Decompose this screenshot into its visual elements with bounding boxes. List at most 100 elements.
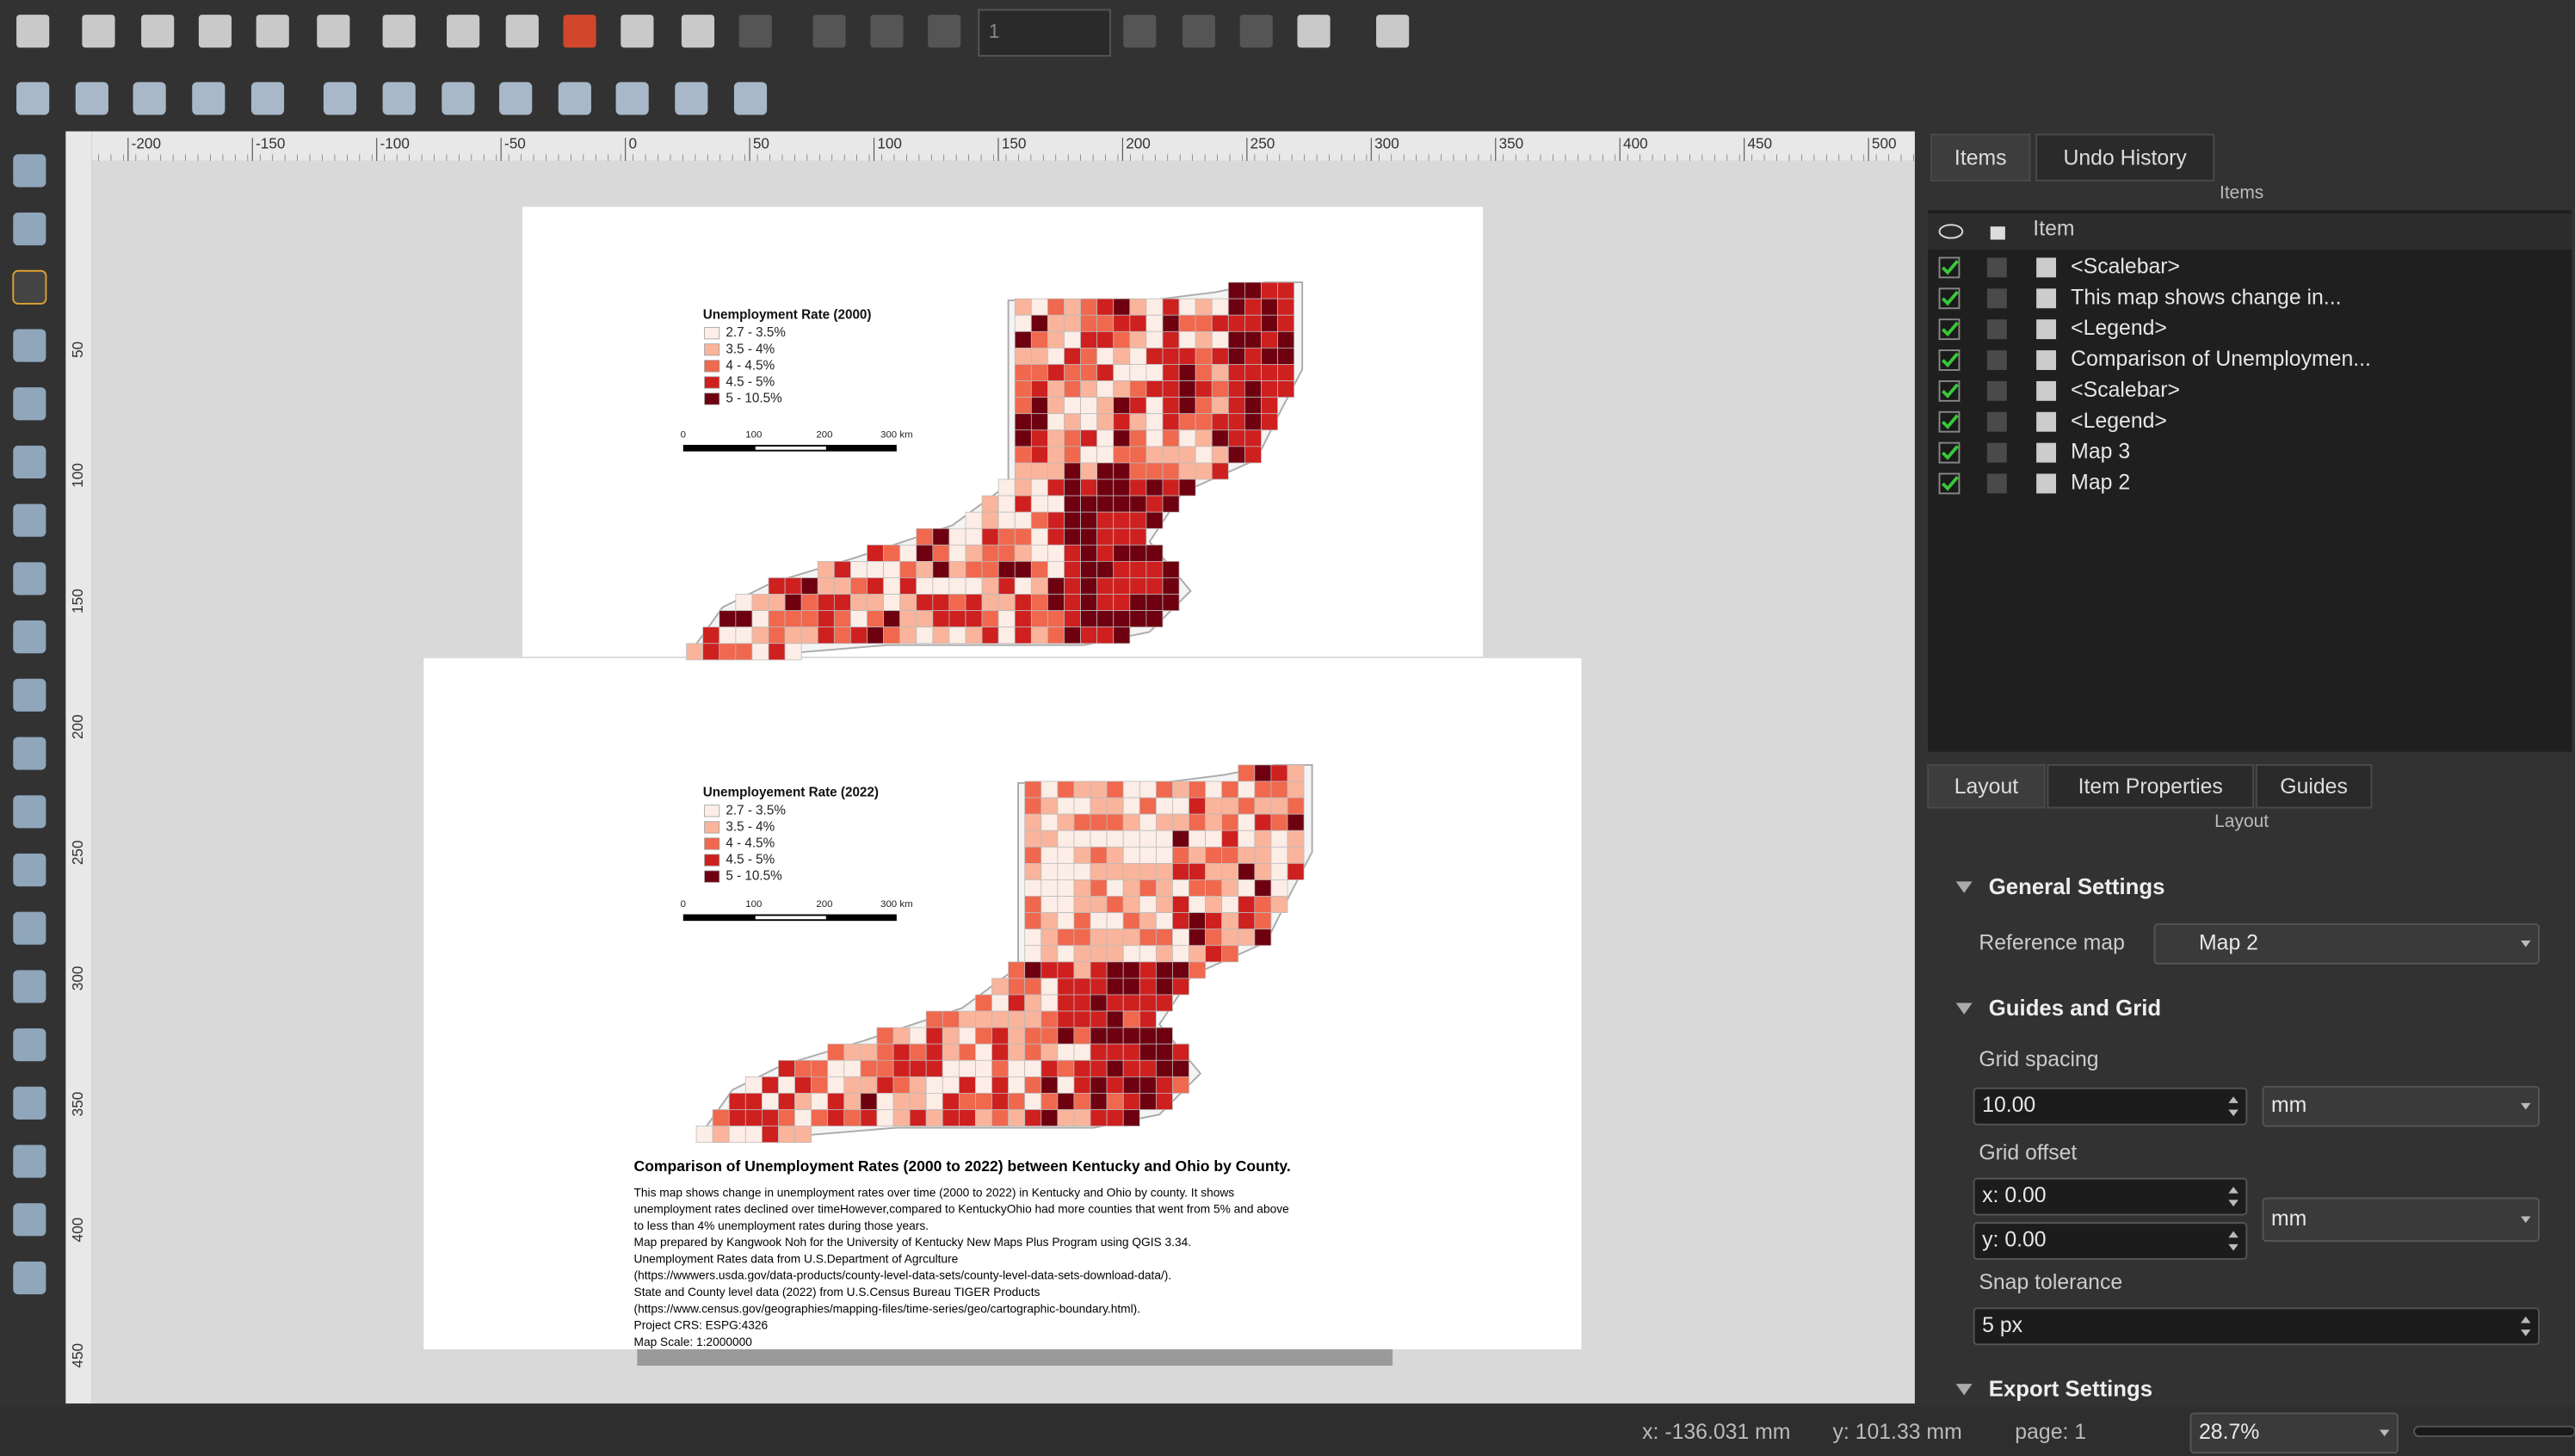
county — [1014, 594, 1032, 611]
tool-button[interactable] — [13, 503, 46, 537]
toolbar-button[interactable] — [1297, 15, 1331, 48]
panel-tab[interactable] — [2035, 133, 2215, 182]
panel-tab[interactable] — [2047, 763, 2254, 809]
toolbar-button[interactable] — [192, 82, 225, 115]
toolbar-button[interactable] — [499, 82, 533, 115]
county — [1030, 626, 1048, 645]
county — [958, 1043, 976, 1061]
collapse-arrow[interactable] — [1955, 1384, 1973, 1396]
tool-button[interactable] — [13, 795, 46, 829]
toolbar-button[interactable] — [16, 82, 50, 115]
panel-tab[interactable] — [2255, 763, 2373, 809]
county — [1030, 594, 1048, 611]
toolbar-button[interactable] — [558, 82, 591, 115]
toolbar-button[interactable] — [1239, 15, 1273, 48]
panel-tab[interactable] — [1927, 763, 2046, 809]
toolbar-button[interactable] — [250, 82, 285, 115]
unit-combo[interactable] — [2262, 1085, 2540, 1127]
county — [899, 561, 917, 578]
toolbar-button[interactable] — [615, 82, 649, 115]
item-lock-checkbox[interactable] — [1986, 257, 2007, 278]
toolbar-button[interactable] — [738, 15, 772, 48]
toolbar-button[interactable] — [133, 82, 166, 115]
toolbar-button[interactable] — [681, 15, 715, 48]
toolbar-button[interactable] — [733, 82, 768, 115]
tool-button[interactable] — [13, 853, 46, 887]
toolbar-button[interactable] — [16, 15, 50, 48]
toolbar-button[interactable] — [447, 15, 480, 48]
collapse-arrow[interactable] — [1955, 1003, 1973, 1015]
tool-button[interactable] — [13, 1086, 46, 1120]
unit-combo[interactable] — [2262, 1197, 2540, 1243]
check-mark — [1942, 476, 1959, 491]
tool-button[interactable] — [13, 154, 46, 188]
toolbar-button[interactable] — [323, 82, 357, 115]
toolbar-button[interactable] — [317, 15, 350, 48]
toolbar-button[interactable] — [442, 82, 475, 115]
tool-button[interactable] — [13, 1203, 46, 1237]
toolbar-button[interactable] — [505, 15, 539, 48]
county — [1057, 862, 1075, 880]
grid-spacing-input[interactable] — [1973, 1087, 2248, 1126]
tool-button[interactable] — [13, 213, 46, 246]
item-lock-checkbox[interactable] — [1986, 319, 2007, 340]
tool-button[interactable] — [13, 445, 46, 479]
toolbar-button[interactable] — [382, 82, 416, 115]
tool-button[interactable] — [13, 1261, 46, 1295]
county — [1155, 912, 1173, 930]
reference-map-combo[interactable] — [2153, 922, 2540, 965]
toolbar-button[interactable] — [198, 15, 232, 48]
tool-button[interactable] — [12, 269, 47, 305]
toolbar-button[interactable] — [812, 15, 846, 48]
item-lock-checkbox[interactable] — [1986, 473, 2007, 494]
tool-button[interactable] — [13, 562, 46, 595]
toolbar-button[interactable] — [870, 15, 904, 48]
toolbar-button[interactable] — [82, 15, 115, 48]
tool-button[interactable] — [13, 737, 46, 770]
county — [975, 1059, 992, 1077]
zoom-combo[interactable] — [2189, 1412, 2399, 1454]
tool-button[interactable] — [13, 911, 46, 945]
snap-tolerance-input[interactable] — [1973, 1307, 2540, 1346]
page-selector[interactable] — [978, 9, 1111, 57]
zoom-slider[interactable] — [2413, 1425, 2575, 1438]
county — [1261, 348, 1278, 365]
toolbar-button[interactable] — [75, 82, 108, 115]
toolbar-button[interactable] — [1376, 15, 1410, 48]
grid-offset-x-input[interactable] — [1973, 1177, 2248, 1216]
county — [909, 1059, 927, 1077]
toolbar-button[interactable] — [141, 15, 175, 48]
county — [1113, 429, 1131, 447]
toolbar-button[interactable] — [675, 82, 708, 115]
toolbar-button[interactable] — [1182, 15, 1216, 48]
collapse-arrow[interactable] — [1955, 881, 1973, 893]
item-lock-checkbox[interactable] — [1986, 380, 2007, 401]
county — [1024, 929, 1042, 947]
item-lock-checkbox[interactable] — [1986, 411, 2007, 432]
item-lock-checkbox[interactable] — [1986, 350, 2007, 370]
toolbar-button[interactable] — [563, 15, 596, 48]
item-lock-checkbox[interactable] — [1986, 442, 2007, 463]
tool-button[interactable] — [13, 678, 46, 712]
toolbar-button[interactable] — [256, 15, 289, 48]
panel-tab[interactable] — [1930, 133, 2031, 182]
county — [827, 1093, 845, 1110]
tool-button[interactable] — [13, 970, 46, 1003]
toolbar-button[interactable] — [621, 15, 654, 48]
county — [744, 1093, 763, 1110]
toolbar-button[interactable] — [382, 15, 416, 48]
county — [1113, 348, 1131, 365]
county — [1113, 314, 1131, 332]
toolbar-button[interactable] — [928, 15, 961, 48]
tool-button[interactable] — [13, 1144, 46, 1178]
county — [1080, 446, 1098, 464]
toolbar-button[interactable] — [1123, 15, 1157, 48]
tool-button[interactable] — [13, 620, 46, 654]
item-lock-checkbox[interactable] — [1986, 288, 2007, 309]
county — [1106, 1076, 1124, 1094]
tool-button[interactable] — [13, 1028, 46, 1062]
tool-button[interactable] — [13, 387, 46, 421]
county — [762, 1126, 779, 1144]
tool-button[interactable] — [13, 329, 46, 362]
grid-offset-y-input[interactable] — [1973, 1222, 2248, 1261]
